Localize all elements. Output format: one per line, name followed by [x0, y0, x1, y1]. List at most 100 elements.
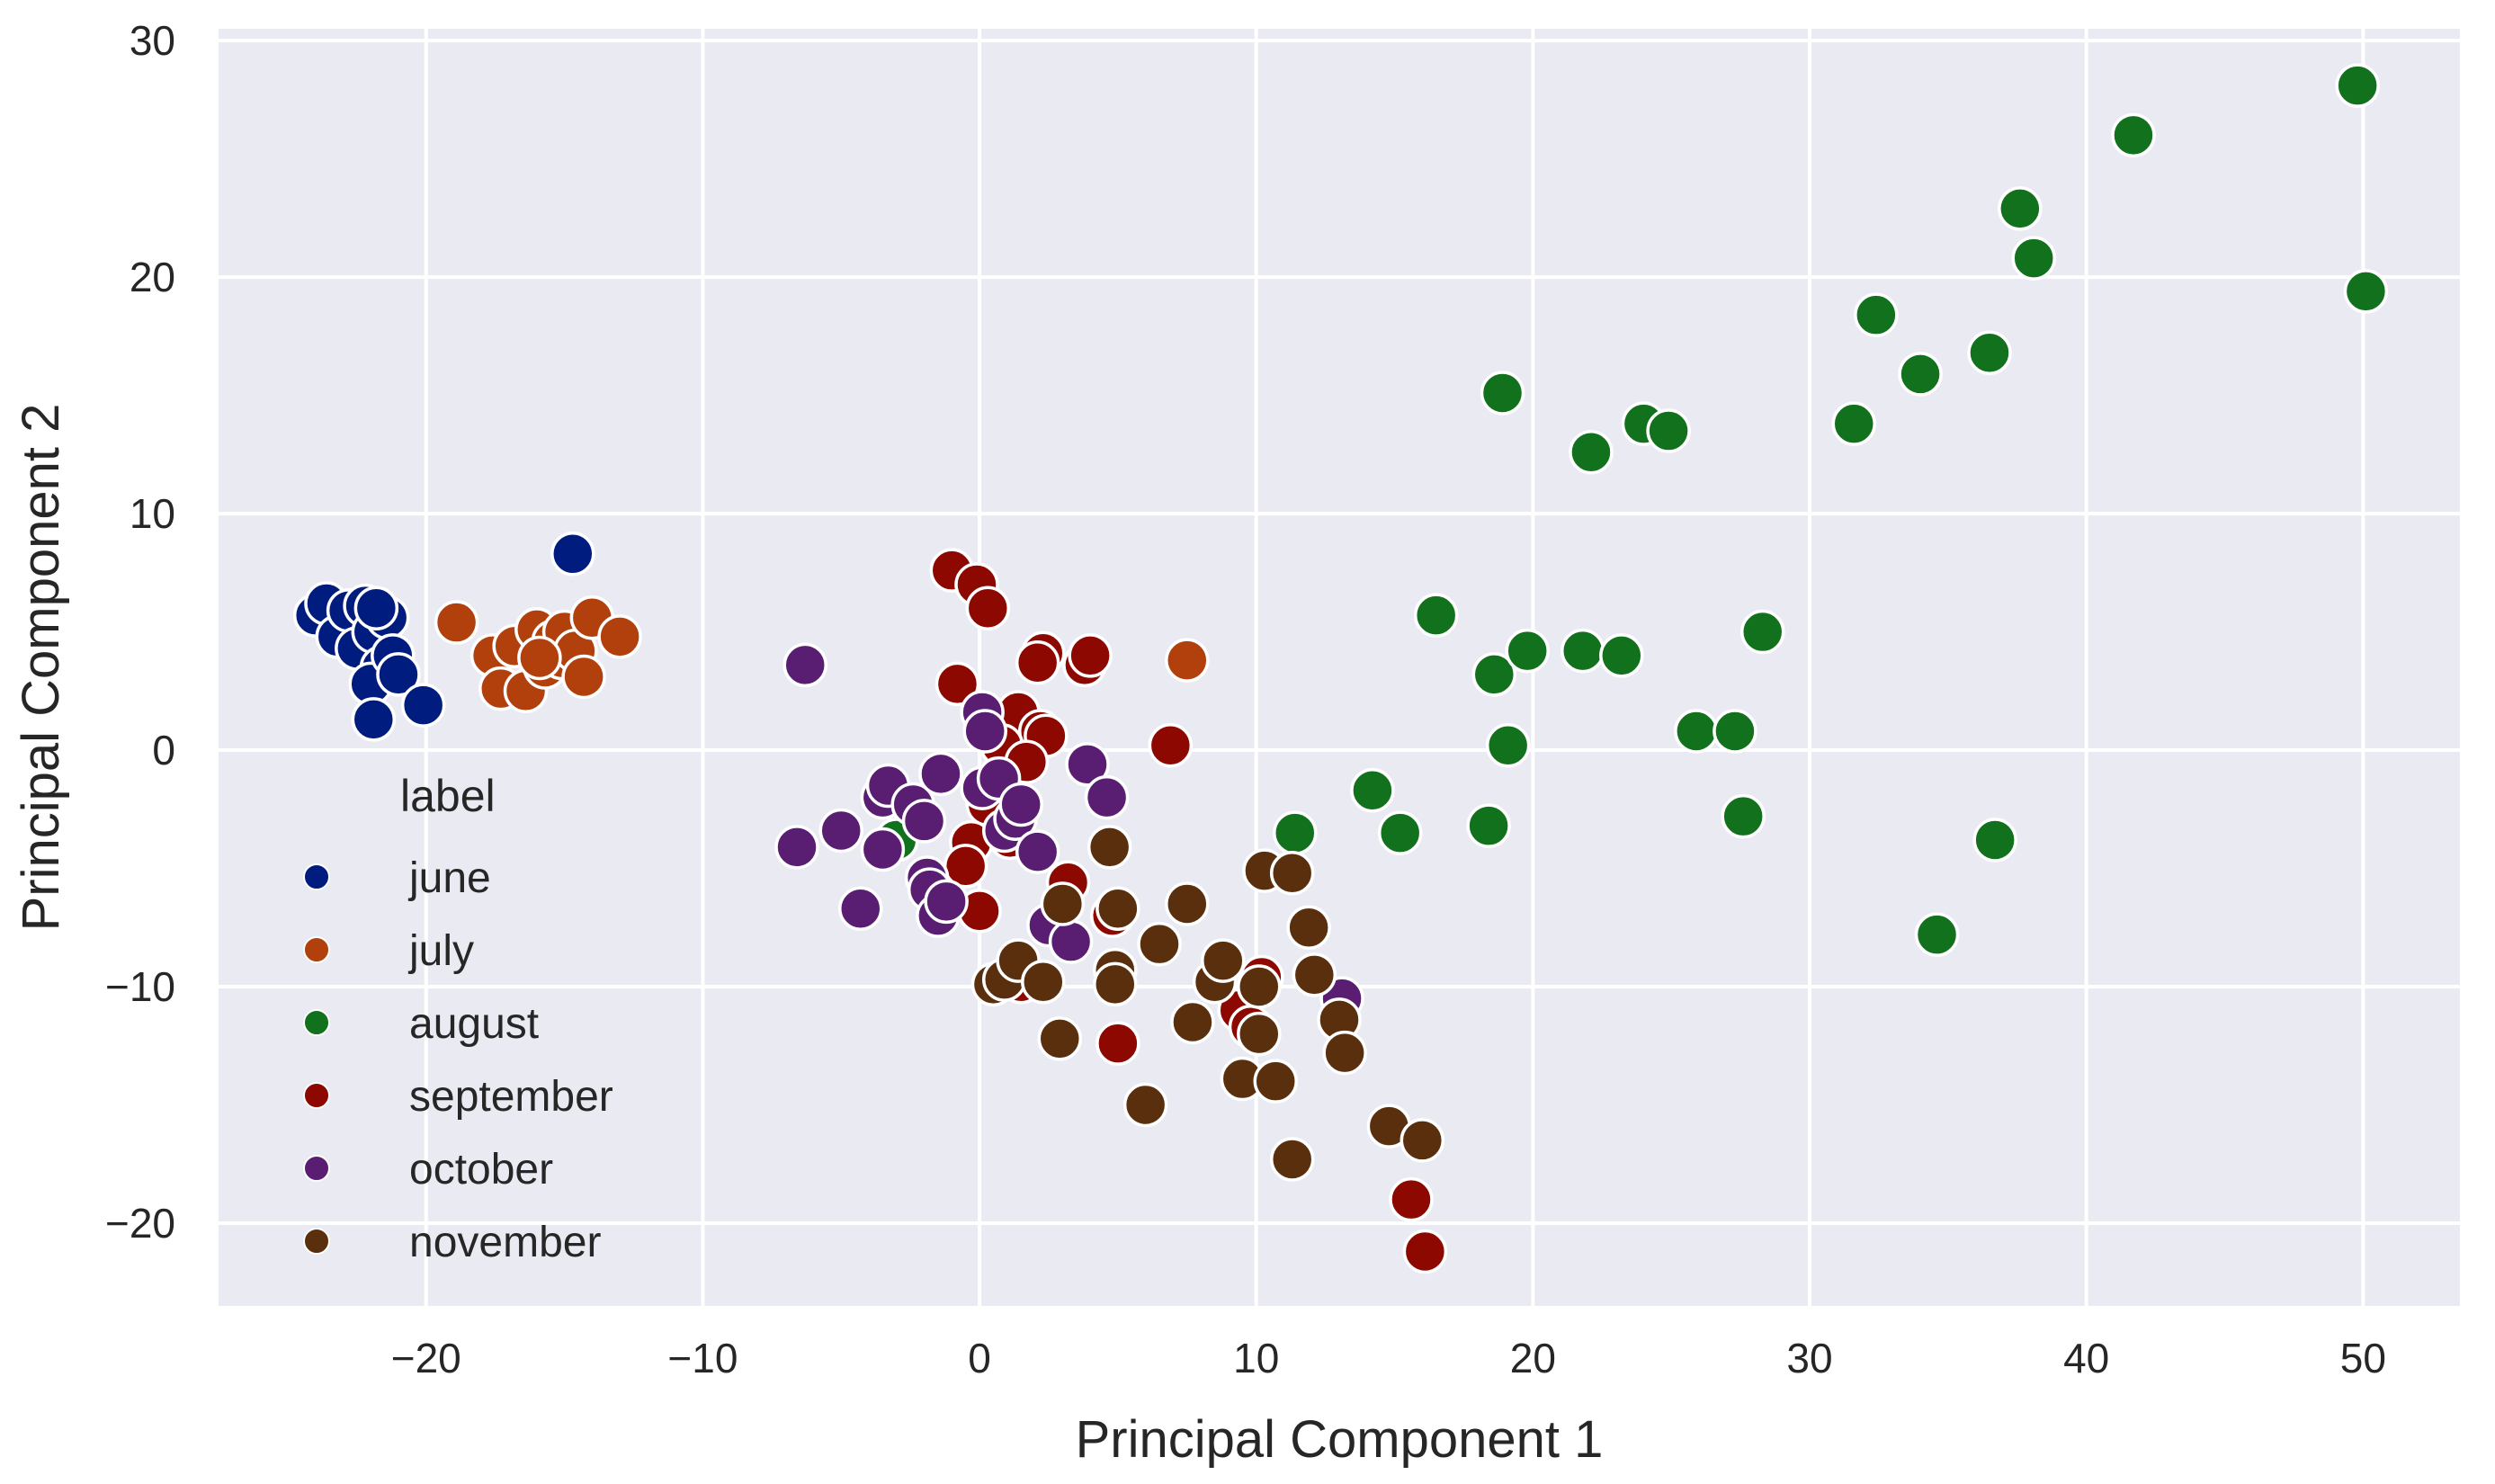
point-november	[1093, 961, 1138, 1007]
y-tick-label: 20	[130, 254, 175, 300]
point-august	[1350, 767, 1395, 813]
legend-marker-november	[303, 1228, 330, 1255]
point-august	[1898, 352, 1943, 397]
point-september	[1148, 723, 1194, 768]
point-august	[2111, 112, 2156, 158]
point-october	[1065, 742, 1110, 787]
point-november	[1400, 1118, 1445, 1163]
x-tick-label: −10	[667, 1335, 738, 1381]
point-november	[1037, 1016, 1083, 1061]
x-tick-label: 50	[2340, 1335, 2386, 1381]
point-november	[1269, 851, 1315, 896]
point-june	[550, 532, 595, 577]
point-august	[1273, 810, 1318, 855]
point-september	[1402, 1229, 1448, 1274]
point-august	[1972, 818, 2017, 863]
point-november	[1237, 1011, 1282, 1057]
y-tick-label: 0	[152, 727, 175, 773]
point-august	[1505, 628, 1550, 674]
point-september	[1068, 633, 1113, 678]
x-tick-label: 20	[1510, 1335, 1556, 1381]
point-october	[901, 799, 947, 844]
point-august	[1914, 912, 1960, 957]
point-august	[1560, 628, 1605, 674]
point-september	[965, 586, 1011, 631]
point-november	[1286, 905, 1331, 951]
point-november	[1021, 959, 1066, 1005]
point-august	[1739, 609, 1785, 655]
point-june	[400, 683, 446, 728]
point-august	[1721, 793, 1766, 839]
point-june	[351, 697, 397, 742]
legend-marker-july	[303, 936, 330, 963]
point-august	[1646, 408, 1691, 453]
point-november	[1040, 881, 1086, 926]
point-august	[1471, 652, 1517, 697]
point-august	[1674, 709, 1719, 754]
legend-title: label	[400, 771, 496, 821]
point-august	[1854, 292, 1899, 337]
legend-marker-october	[303, 1155, 330, 1182]
point-october	[1084, 774, 1130, 820]
point-june	[376, 652, 421, 697]
legend-label-november: november	[409, 1219, 601, 1266]
point-october	[782, 642, 827, 688]
point-november	[1122, 1082, 1168, 1128]
point-july	[434, 600, 479, 645]
data-points	[292, 63, 2389, 1274]
y-tick-label: −10	[105, 963, 175, 1010]
point-august	[1998, 186, 2043, 231]
point-july	[1165, 638, 1210, 683]
point-november	[1322, 1030, 1367, 1076]
point-july	[517, 635, 562, 681]
legend: label june july august september october nove…	[303, 771, 613, 1266]
point-october	[1015, 829, 1060, 874]
point-october	[818, 808, 863, 854]
legend-marker-june	[303, 863, 330, 890]
legend-label-july: july	[407, 927, 474, 975]
point-october	[1048, 919, 1094, 964]
point-august	[1377, 810, 1423, 855]
point-september	[1015, 639, 1060, 685]
point-august	[2343, 269, 2389, 314]
point-november	[1237, 964, 1282, 1009]
point-november	[1170, 999, 1215, 1045]
point-august	[2335, 63, 2380, 108]
point-october	[924, 879, 969, 925]
point-august	[1466, 803, 1511, 848]
point-august	[1485, 723, 1531, 768]
point-july	[597, 614, 642, 659]
y-tick-label: 30	[130, 17, 175, 64]
x-tick-label: 0	[968, 1335, 991, 1381]
point-october	[998, 782, 1043, 827]
point-october	[962, 709, 1007, 754]
point-november	[1201, 938, 1246, 983]
point-august	[1713, 709, 1757, 754]
point-september	[1095, 1021, 1140, 1066]
x-tick-label: 30	[1786, 1335, 1832, 1381]
point-october	[774, 825, 819, 870]
legend-label-september: september	[409, 1073, 613, 1121]
point-august	[1967, 330, 2012, 376]
point-september	[1389, 1176, 1434, 1222]
x-tick-label: 10	[1233, 1335, 1279, 1381]
point-november	[1292, 952, 1337, 997]
x-axis-label: Principal Component 1	[1076, 1410, 1604, 1469]
point-august	[1599, 633, 1644, 678]
point-november	[1087, 825, 1132, 870]
point-october	[838, 886, 883, 931]
y-axis-label: Principal Component 2	[12, 404, 70, 932]
point-august	[1569, 429, 1614, 475]
legend-marker-september	[303, 1082, 330, 1109]
legend-marker-august	[303, 1009, 330, 1036]
point-august	[2011, 236, 2056, 281]
x-tick-label: 40	[2063, 1335, 2109, 1381]
point-august	[1413, 593, 1459, 638]
legend-label-august: august	[409, 1000, 539, 1048]
point-october	[918, 751, 963, 797]
point-october	[860, 827, 906, 872]
tick-labels: −20 −10 0 10 20 30 40 50 −20 −10 0 10 20 30	[105, 17, 2386, 1381]
y-tick-label: −20	[105, 1200, 175, 1247]
point-november	[1253, 1059, 1298, 1104]
